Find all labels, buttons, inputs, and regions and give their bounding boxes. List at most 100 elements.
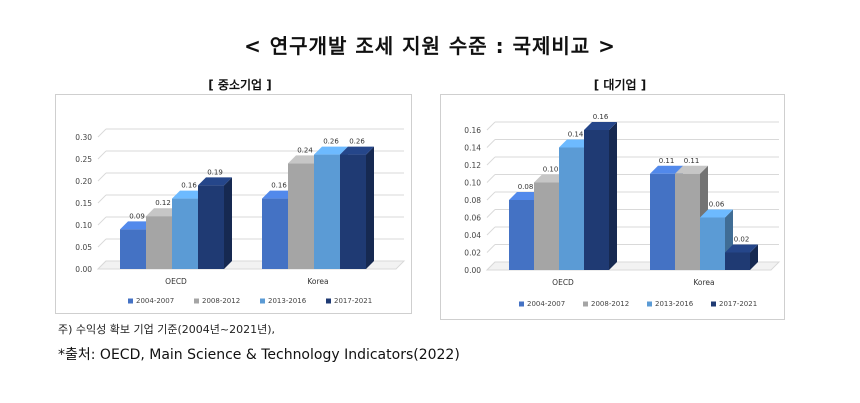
gridline-depth xyxy=(97,216,107,226)
bar xyxy=(700,217,725,270)
legend-swatch xyxy=(711,301,716,307)
bar xyxy=(262,198,288,269)
gridline-depth xyxy=(486,121,496,131)
data-label: 0.26 xyxy=(323,138,339,146)
chart-sme: 0.00 0.05 0.10 0.15 0.20 0.25 0.30 0.09 0.12 0.16… xyxy=(75,128,406,305)
y-tick-label: 0.04 xyxy=(464,231,481,240)
data-label: 0.02 xyxy=(734,236,750,244)
data-label: 0.14 xyxy=(568,131,584,139)
legend-swatch xyxy=(647,301,652,307)
x-tick-label: Korea xyxy=(307,277,328,286)
legend-swatch xyxy=(128,298,133,304)
bar xyxy=(675,173,700,270)
gridline-depth xyxy=(486,191,496,201)
y-tick-label: 0.00 xyxy=(464,266,481,275)
y-tick-label: 0.14 xyxy=(464,144,481,153)
y-tick-label: 0.05 xyxy=(75,243,92,252)
bar xyxy=(559,147,584,270)
bar xyxy=(288,163,314,269)
bar-top xyxy=(172,190,206,199)
legend-swatch xyxy=(194,298,199,304)
legend-label: 2004-2007 xyxy=(527,300,565,308)
gridline-depth xyxy=(97,238,107,248)
legend-label: 2017-2021 xyxy=(719,300,757,308)
legend-label: 2017-2021 xyxy=(334,297,372,305)
chart-panel-sme: 0.00 0.05 0.10 0.15 0.20 0.25 0.30 0.09 0.12 0.16… xyxy=(55,94,412,314)
y-tick-label: 0.20 xyxy=(75,177,92,186)
data-label: 0.06 xyxy=(709,201,725,209)
legend-label: 2013-2016 xyxy=(268,297,307,305)
data-label: 0.08 xyxy=(518,183,534,191)
data-label: 0.16 xyxy=(593,113,609,121)
y-tick-label: 0.10 xyxy=(75,221,92,230)
y-tick-label: 0.15 xyxy=(75,199,92,208)
bar-top xyxy=(559,139,592,148)
bar xyxy=(120,229,146,269)
bar xyxy=(534,182,559,270)
bar xyxy=(584,130,609,270)
legend-label: 2008-2012 xyxy=(202,297,240,305)
bar-side xyxy=(224,177,232,269)
legend-label: 2013-2016 xyxy=(655,300,694,308)
bar xyxy=(146,216,172,269)
gridline-depth xyxy=(486,244,496,253)
y-tick-label: 0.06 xyxy=(464,214,481,223)
bar-top xyxy=(340,146,374,155)
bar-top xyxy=(314,146,348,155)
bar xyxy=(172,198,198,269)
legend-swatch xyxy=(583,301,588,307)
source-note: *출처: OECD, Main Science & Technology Ind… xyxy=(58,347,460,363)
bar-side xyxy=(750,244,758,270)
bar-top xyxy=(146,208,180,217)
bar xyxy=(314,154,340,269)
footnote: 주) 수익성 확보 기업 기준(2004년~2021년), xyxy=(58,323,276,336)
bar-side xyxy=(366,146,374,269)
legend-label: 2008-2012 xyxy=(591,300,629,308)
bar-side xyxy=(609,122,617,270)
gridline-depth xyxy=(97,172,107,182)
data-label: 0.11 xyxy=(659,157,675,165)
bar xyxy=(198,185,224,269)
bar-top xyxy=(725,244,758,253)
gridline-depth xyxy=(486,226,496,236)
bar-top xyxy=(650,165,683,174)
chart-title-sme: [ 중소기업 ] xyxy=(208,78,272,92)
y-tick-label: 0.00 xyxy=(75,265,92,274)
x-tick-label: OECD xyxy=(165,277,187,286)
gridline-depth xyxy=(486,174,496,183)
legend-swatch xyxy=(326,298,331,304)
y-tick-label: 0.02 xyxy=(464,249,481,258)
gridline-depth xyxy=(486,209,496,218)
data-label: 0.12 xyxy=(155,199,171,207)
data-label: 0.24 xyxy=(297,146,313,154)
gridline-depth xyxy=(97,128,107,138)
page-title: < 연구개발 조세 지원 수준 : 국제비교 > xyxy=(244,34,616,58)
x-tick-label: OECD xyxy=(552,278,574,287)
y-tick-label: 0.10 xyxy=(464,179,481,188)
x-tick-label: Korea xyxy=(693,278,714,287)
gridline-depth xyxy=(486,156,496,166)
bar-top xyxy=(584,122,617,130)
y-tick-label: 0.16 xyxy=(464,126,481,135)
data-label: 0.16 xyxy=(271,182,287,190)
data-label: 0.19 xyxy=(207,168,223,176)
bar-top xyxy=(534,174,567,183)
y-tick-label: 0.25 xyxy=(75,155,92,164)
chart-large: 0.00 0.02 0.04 0.06 0.08 0.10 0.12 0.14 0.16 0.08… xyxy=(464,113,781,308)
bar-top xyxy=(198,177,232,186)
data-label: 0.10 xyxy=(543,166,559,174)
bar-top xyxy=(288,155,322,164)
gridline-depth xyxy=(97,194,107,204)
data-label: 0.26 xyxy=(349,138,365,146)
bar xyxy=(725,252,750,270)
gridline-depth xyxy=(97,150,107,160)
y-tick-label: 0.12 xyxy=(464,161,481,170)
legend-label: 2004-2007 xyxy=(136,297,174,305)
bar xyxy=(340,154,366,269)
gridline-depth xyxy=(486,139,496,148)
bar xyxy=(509,200,534,270)
data-label: 0.11 xyxy=(684,157,700,165)
bar-top xyxy=(700,209,733,218)
bar xyxy=(650,173,675,270)
data-label: 0.09 xyxy=(129,212,145,220)
